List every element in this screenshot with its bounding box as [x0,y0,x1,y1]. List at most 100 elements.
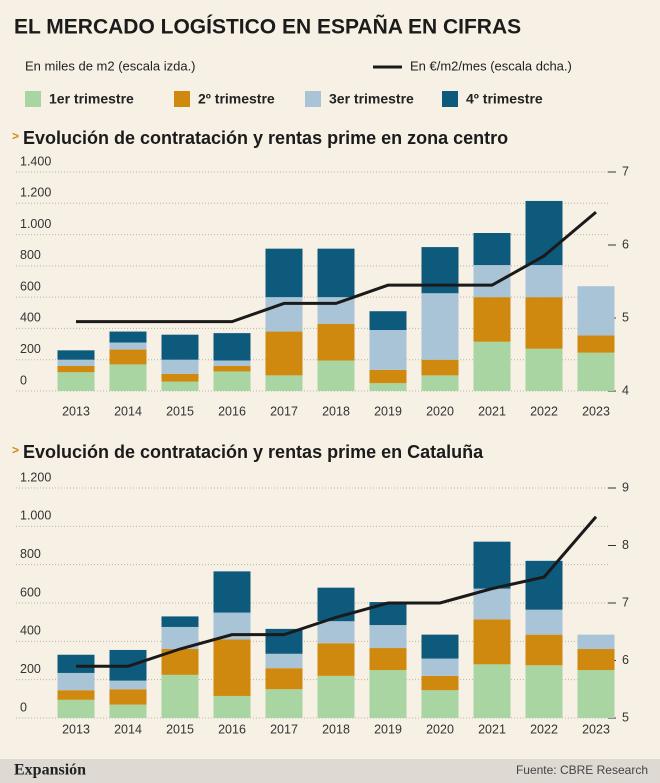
legend-label: 4º trimestre [466,91,543,107]
x-tick-label: 2014 [114,722,142,736]
chart-title: Evolución de contratación y rentas prime… [23,442,484,462]
y-tick-label: 200 [20,662,41,676]
bar-segment [317,248,355,298]
bar-segment [109,349,147,365]
footer-band [0,759,660,783]
bar-segment [161,381,199,391]
bar-segment [161,616,199,627]
bar-segment [369,383,407,391]
bar-segment [473,664,511,718]
y-tick-label: 1.000 [20,509,51,523]
bar-segment [57,359,95,366]
y2-tick-label: 7 [622,595,629,609]
bar-segment [109,364,147,391]
bar-segment [577,286,615,336]
bar-segment [161,626,199,649]
bar-segment [57,372,95,391]
bar-segment [369,369,407,384]
bar-segment [317,323,355,361]
legend-swatch [442,91,458,107]
bar-segment [265,668,303,690]
legend-swatch [305,91,321,107]
bar-segment [369,311,407,330]
bar-segment [109,680,147,690]
bar-segment [57,672,95,691]
line-legend-label: En €/m2/mes (escala dcha.) [410,58,572,73]
y-tick-label: 400 [20,624,41,638]
bar-segment [369,625,407,649]
legend: 1er trimestre 2º trimestre 3er trimestre 4º… [25,91,543,107]
x-tick-label: 2013 [62,404,90,418]
bar-segment [213,571,251,613]
x-tick-label: 2016 [218,404,246,418]
bar-segment [421,359,459,376]
x-tick-label: 2018 [322,404,350,418]
y-tick-label: 1.400 [20,154,51,168]
bar-segment [577,352,615,391]
bar-segment [317,587,355,622]
x-tick-label: 2016 [218,722,246,736]
x-tick-label: 2015 [166,722,194,736]
brand: Expansión [14,762,86,779]
bar-segment [473,265,511,298]
bar-segment [577,670,615,718]
bar-segment [369,602,407,626]
bar-segment [265,653,303,669]
bar-segment [57,365,95,373]
legend-label: 2º trimestre [198,91,275,107]
rent-line [76,515,598,668]
bar-segment [525,265,563,298]
bar-segment [213,371,251,391]
section-marker: > [12,129,19,143]
y2-tick-label: 6 [622,237,629,251]
x-tick-label: 2022 [530,404,558,418]
bar-segment [421,634,459,659]
bar-segment [265,248,303,298]
x-tick-label: 2019 [374,404,402,418]
bar-segment [317,297,355,324]
rent-line [76,211,597,324]
y-tick-label: 1.000 [20,217,51,231]
bar-segment [213,360,251,366]
section-marker: > [12,443,19,457]
bar-segment [421,675,459,691]
bar-segment [109,342,147,350]
x-tick-label: 2023 [582,404,610,418]
x-tick-label: 2018 [322,722,350,736]
bar-segment [161,359,199,374]
y-tick-label: 600 [20,585,41,599]
y2-tick-label: 9 [622,480,629,494]
bar-segment [525,348,563,391]
x-tick-label: 2015 [166,404,194,418]
y-tick-label: 400 [20,311,41,325]
x-tick-label: 2021 [478,722,506,736]
chart-title: Evolución de contratación y rentas prime… [23,128,508,148]
bar-segment [525,634,563,666]
bar-segment [473,541,511,589]
y2-tick-label: 5 [622,710,629,724]
bar-segment [265,689,303,718]
x-tick-label: 2017 [270,722,298,736]
y-tick-label: 800 [20,547,41,561]
bar-segment [161,674,199,718]
legend-swatch [174,91,190,107]
x-tick-label: 2023 [582,722,610,736]
bar-segment [317,643,355,676]
bar-segment [525,560,563,610]
x-tick-label: 2013 [62,722,90,736]
y-tick-label: 600 [20,279,41,293]
bar-segment [213,695,251,718]
y-tick-label: 200 [20,342,41,356]
bar-segment [473,341,511,391]
bar-segment [577,649,615,671]
bar-segment [57,350,95,360]
bar-segment [421,658,459,676]
bar-segment [265,628,303,654]
x-tick-label: 2021 [478,404,506,418]
y-tick-label: 1.200 [20,186,51,200]
bar-segment [317,621,355,644]
bar-segment [369,329,407,370]
x-tick-label: 2014 [114,404,142,418]
y2-tick-label: 8 [622,538,629,552]
bar-segment [421,293,459,360]
